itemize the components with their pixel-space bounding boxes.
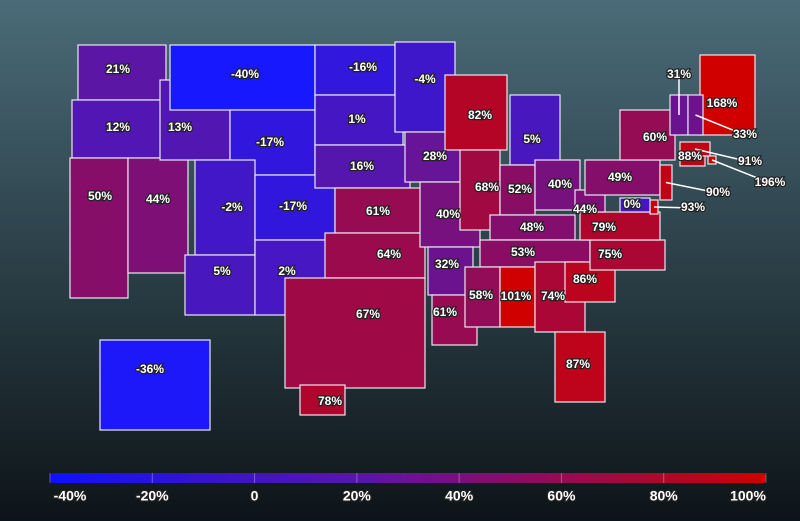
state bbox=[619, 197, 651, 213]
state bbox=[284, 277, 426, 389]
state-label: 67% bbox=[356, 307, 380, 321]
state bbox=[489, 214, 576, 241]
state-label: 5% bbox=[523, 132, 541, 146]
state-label: 32% bbox=[435, 257, 459, 271]
state-label: 0% bbox=[623, 197, 641, 211]
state-label: 49% bbox=[608, 170, 632, 184]
state-label: 60% bbox=[643, 130, 667, 144]
state bbox=[71, 99, 163, 159]
state bbox=[314, 44, 396, 96]
state-label: 12% bbox=[106, 120, 130, 134]
leader-line bbox=[665, 181, 719, 194]
state-label: 87% bbox=[566, 357, 590, 371]
state bbox=[579, 211, 661, 241]
legend-bar bbox=[50, 473, 766, 483]
state-label: 44% bbox=[146, 192, 170, 206]
leader-line bbox=[695, 114, 746, 136]
state-label: -17% bbox=[256, 135, 284, 149]
state-label: 101% bbox=[501, 289, 532, 303]
state-label: 91% bbox=[738, 154, 762, 168]
legend-label: -40% bbox=[54, 488, 87, 504]
state-label: 68% bbox=[475, 180, 499, 194]
state-label: 82% bbox=[468, 108, 492, 122]
state bbox=[499, 266, 536, 328]
state-label: 79% bbox=[592, 220, 616, 234]
state bbox=[299, 384, 346, 416]
leader-line bbox=[653, 206, 694, 209]
state bbox=[324, 232, 426, 279]
state bbox=[619, 109, 676, 161]
state-label: -16% bbox=[349, 60, 377, 74]
legend-label: 20% bbox=[343, 488, 372, 504]
state-label: 40% bbox=[548, 177, 572, 191]
state bbox=[679, 155, 706, 167]
state bbox=[699, 54, 756, 136]
state bbox=[69, 157, 129, 299]
state-label: 52% bbox=[508, 182, 532, 196]
state-label: 16% bbox=[350, 159, 374, 173]
state bbox=[99, 339, 211, 431]
legend-label: 0 bbox=[251, 488, 259, 504]
state-label: 5% bbox=[213, 264, 231, 278]
state-label: 90% bbox=[706, 185, 730, 199]
state bbox=[534, 159, 581, 211]
state-label: 31% bbox=[667, 67, 691, 81]
legend-label: 60% bbox=[547, 488, 576, 504]
leader-line bbox=[711, 159, 771, 184]
state-label: -4% bbox=[414, 72, 436, 86]
state-label: 2% bbox=[278, 264, 296, 278]
state bbox=[584, 159, 661, 196]
state bbox=[184, 254, 256, 316]
state-label: 88% bbox=[678, 149, 702, 163]
state-label: 196% bbox=[755, 175, 786, 189]
state-label: 61% bbox=[433, 305, 457, 319]
state-label: 40% bbox=[436, 207, 460, 221]
legend-label: 100% bbox=[730, 488, 766, 504]
state bbox=[499, 164, 536, 216]
state-label: -17% bbox=[279, 199, 307, 213]
state bbox=[509, 94, 561, 166]
state-label: 75% bbox=[598, 247, 622, 261]
state-label: 28% bbox=[423, 149, 447, 163]
legend-label: -20% bbox=[136, 488, 169, 504]
state-label: 93% bbox=[681, 200, 705, 214]
state-label: 61% bbox=[366, 204, 390, 218]
state bbox=[127, 157, 189, 274]
state-label: 50% bbox=[88, 189, 112, 203]
state bbox=[334, 187, 424, 234]
state bbox=[77, 44, 167, 101]
state-label: 58% bbox=[469, 288, 493, 302]
legend-label: 80% bbox=[650, 488, 679, 504]
state-label: -40% bbox=[231, 67, 259, 81]
state-label: 1% bbox=[348, 112, 366, 126]
state-label: -36% bbox=[136, 362, 164, 376]
state bbox=[444, 74, 508, 151]
state-label: 53% bbox=[511, 245, 535, 259]
state-label: 21% bbox=[106, 62, 130, 76]
state-label: 44% bbox=[573, 202, 597, 216]
state bbox=[464, 266, 501, 328]
state-label: -2% bbox=[221, 200, 243, 214]
state bbox=[314, 144, 411, 189]
state-label: 13% bbox=[168, 120, 192, 134]
legend-label: 40% bbox=[445, 488, 474, 504]
leader-line bbox=[694, 148, 751, 163]
state-label: 33% bbox=[733, 127, 757, 141]
state-label: 78% bbox=[318, 394, 342, 408]
state-label: 86% bbox=[573, 272, 597, 286]
state-label: 74% bbox=[541, 289, 565, 303]
state-label: 48% bbox=[520, 220, 544, 234]
state-label: 64% bbox=[377, 247, 401, 261]
state bbox=[554, 331, 606, 403]
state-label: 168% bbox=[707, 96, 738, 110]
